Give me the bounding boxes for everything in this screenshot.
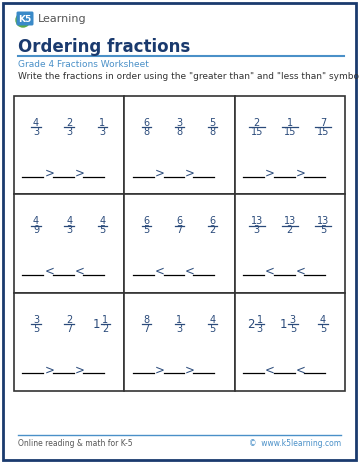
Text: <: < xyxy=(185,265,195,278)
Text: 5: 5 xyxy=(33,324,39,334)
FancyBboxPatch shape xyxy=(3,3,356,460)
Text: 2: 2 xyxy=(66,118,72,128)
Text: >: > xyxy=(185,363,195,376)
Text: >: > xyxy=(75,167,85,180)
Text: 3: 3 xyxy=(99,127,105,137)
Text: 3: 3 xyxy=(290,315,296,325)
Text: 1: 1 xyxy=(287,118,293,128)
Text: 5: 5 xyxy=(143,225,150,235)
Text: 15: 15 xyxy=(317,127,329,137)
Bar xyxy=(124,194,235,293)
Text: 4: 4 xyxy=(320,315,326,325)
Text: 9: 9 xyxy=(33,225,39,235)
Text: >: > xyxy=(45,167,54,180)
Text: 7: 7 xyxy=(176,225,183,235)
Text: 1: 1 xyxy=(176,315,183,325)
Text: >: > xyxy=(265,167,275,180)
Text: 4: 4 xyxy=(33,216,39,226)
Text: <: < xyxy=(265,363,275,376)
Bar xyxy=(14,96,124,194)
Text: 6: 6 xyxy=(210,216,216,226)
Text: 13: 13 xyxy=(317,216,329,226)
Text: 8: 8 xyxy=(143,127,149,137)
Bar xyxy=(235,194,345,293)
Text: 3: 3 xyxy=(33,315,39,325)
Text: <: < xyxy=(265,265,275,278)
Text: 7: 7 xyxy=(143,324,150,334)
Text: >: > xyxy=(155,363,164,376)
Text: Grade 4 Fractions Worksheet: Grade 4 Fractions Worksheet xyxy=(18,60,149,69)
Text: >: > xyxy=(295,167,305,180)
Text: K5: K5 xyxy=(18,14,32,24)
Text: 7: 7 xyxy=(66,324,72,334)
Text: <: < xyxy=(45,265,54,278)
Text: >: > xyxy=(155,167,164,180)
Text: 5: 5 xyxy=(290,324,296,334)
Text: 8: 8 xyxy=(210,127,216,137)
Text: Write the fractions in order using the "greater than" and "less than" symbols as: Write the fractions in order using the "… xyxy=(18,72,359,81)
Text: 3: 3 xyxy=(257,324,263,334)
Text: >: > xyxy=(75,363,85,376)
Text: 2: 2 xyxy=(102,324,108,334)
Text: >: > xyxy=(45,363,54,376)
Bar xyxy=(124,96,235,194)
Bar xyxy=(14,293,124,391)
Text: 4: 4 xyxy=(210,315,216,325)
Text: 4: 4 xyxy=(99,216,105,226)
Text: 15: 15 xyxy=(284,127,296,137)
Text: 15: 15 xyxy=(251,127,263,137)
Text: 3: 3 xyxy=(66,225,72,235)
Bar xyxy=(14,194,124,293)
Text: 13: 13 xyxy=(284,216,296,226)
Text: 2: 2 xyxy=(247,318,255,331)
Text: 1: 1 xyxy=(102,315,108,325)
Text: 3: 3 xyxy=(176,324,183,334)
Text: 4: 4 xyxy=(33,118,39,128)
FancyBboxPatch shape xyxy=(17,12,33,25)
Text: 1: 1 xyxy=(99,118,105,128)
Text: 3: 3 xyxy=(66,127,72,137)
Text: 5: 5 xyxy=(209,324,216,334)
Bar xyxy=(235,293,345,391)
Text: 7: 7 xyxy=(320,118,326,128)
Text: 4: 4 xyxy=(66,216,72,226)
Text: 13: 13 xyxy=(251,216,263,226)
Bar xyxy=(124,293,235,391)
Bar xyxy=(235,96,345,194)
Text: 1: 1 xyxy=(257,315,263,325)
Text: 2: 2 xyxy=(287,225,293,235)
Text: 3: 3 xyxy=(254,225,260,235)
Text: 3: 3 xyxy=(33,127,39,137)
Text: Online reading & math for K-5: Online reading & math for K-5 xyxy=(18,438,132,448)
Text: 6: 6 xyxy=(143,216,149,226)
Text: <: < xyxy=(295,363,305,376)
Text: <: < xyxy=(155,265,164,278)
Text: 5: 5 xyxy=(209,118,216,128)
Text: 5: 5 xyxy=(320,225,326,235)
Circle shape xyxy=(16,13,30,27)
Text: 5: 5 xyxy=(99,225,106,235)
Text: >: > xyxy=(185,167,195,180)
Text: 6: 6 xyxy=(176,216,183,226)
Text: 2: 2 xyxy=(209,225,216,235)
Text: 6: 6 xyxy=(143,118,149,128)
Text: 2: 2 xyxy=(253,118,260,128)
Text: <: < xyxy=(295,265,305,278)
Text: 3: 3 xyxy=(176,118,183,128)
Text: 2: 2 xyxy=(66,315,72,325)
Text: 8: 8 xyxy=(176,127,183,137)
Text: 1: 1 xyxy=(93,318,100,331)
Text: Ordering fractions: Ordering fractions xyxy=(18,38,190,56)
Text: <: < xyxy=(75,265,85,278)
Text: 5: 5 xyxy=(320,324,326,334)
Text: 8: 8 xyxy=(143,315,149,325)
Text: ©  www.k5learning.com: © www.k5learning.com xyxy=(249,438,341,448)
Text: Learning: Learning xyxy=(38,14,87,24)
Text: 1: 1 xyxy=(280,318,288,331)
